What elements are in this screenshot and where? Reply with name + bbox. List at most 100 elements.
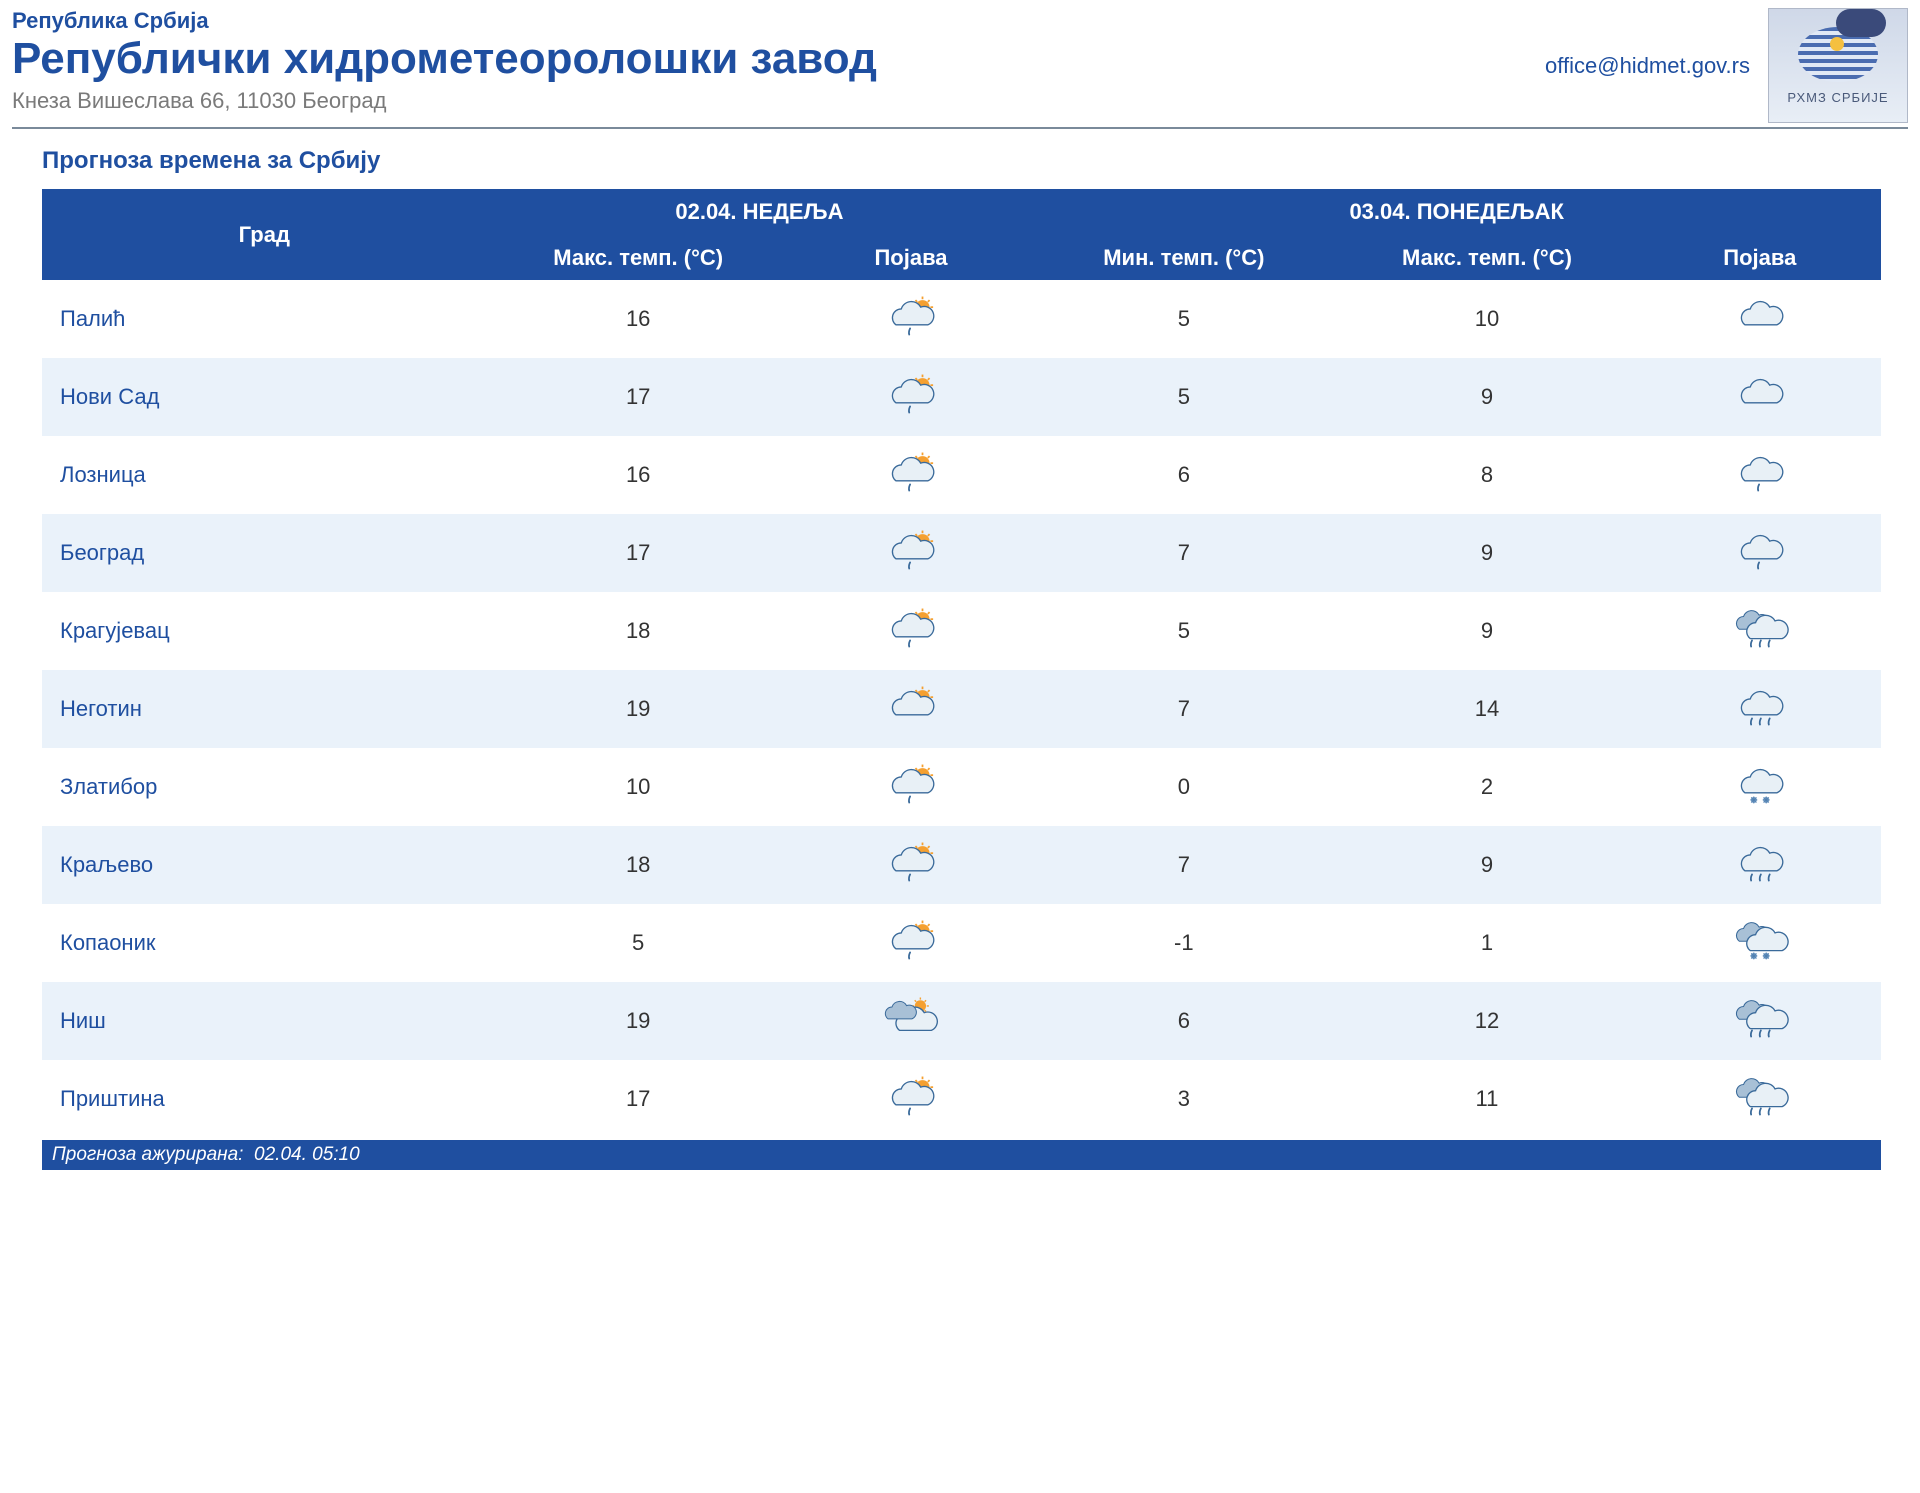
d2-max-cell: 14 — [1335, 670, 1638, 748]
header-title: Републички хидрометеоролошки завод — [12, 36, 1545, 82]
d2-min-cell: 7 — [1032, 670, 1335, 748]
city-link[interactable]: Нови Сад — [42, 358, 487, 436]
col-header-day2: 03.04. ПОНЕДЕЉАК — [1032, 189, 1881, 235]
city-link[interactable]: Лозница — [42, 436, 487, 514]
d1-cond-cell — [790, 670, 1033, 748]
col-header-d2-max: Макс. темп. (°C) — [1335, 235, 1638, 281]
d2-min-cell: 7 — [1032, 514, 1335, 592]
weather-icon — [880, 1021, 942, 1046]
d2-max-cell: 8 — [1335, 436, 1638, 514]
city-link[interactable]: Палић — [42, 280, 487, 358]
col-header-day1: 02.04. НЕДЕЉА — [487, 189, 1033, 235]
section-title: Прогноза времена за Србију — [12, 141, 1908, 189]
update-label: Прогноза ажурирана: — [52, 1144, 243, 1165]
table-row: Приштина17 311 — [42, 1060, 1881, 1138]
col-header-d1-cond: Појава — [790, 235, 1033, 281]
update-timestamp: 02.04. 05:10 — [254, 1144, 360, 1165]
d2-cond-cell — [1639, 436, 1882, 514]
weather-icon — [1729, 319, 1791, 344]
logo-caption: РХМЗ СРБИЈЕ — [1787, 90, 1888, 105]
d1-cond-cell — [790, 358, 1033, 436]
d1-cond-cell — [790, 436, 1033, 514]
table-row: Палић16 510 — [42, 280, 1881, 358]
d1-max-cell: 18 — [487, 826, 790, 904]
header-right: office@hidmet.gov.rs РХМЗ СРБИЈЕ — [1545, 8, 1908, 123]
table-row: Крагујевац1859 — [42, 592, 1881, 670]
city-link[interactable]: Неготин — [42, 670, 487, 748]
table-row: Краљево1879 — [42, 826, 1881, 904]
weather-icon — [880, 1099, 942, 1124]
d2-max-cell: 9 — [1335, 358, 1638, 436]
d1-max-cell: 10 — [487, 748, 790, 826]
d1-cond-cell — [790, 280, 1033, 358]
table-row: Копаоник5-11 — [42, 904, 1881, 982]
d1-cond-cell — [790, 592, 1033, 670]
d1-max-cell: 18 — [487, 592, 790, 670]
d1-max-cell: 19 — [487, 982, 790, 1060]
table-row: Ниш19 612 — [42, 982, 1881, 1060]
d1-max-cell: 17 — [487, 514, 790, 592]
header-email-link[interactable]: office@hidmet.gov.rs — [1545, 53, 1750, 79]
d2-max-cell: 11 — [1335, 1060, 1638, 1138]
weather-icon — [1729, 475, 1791, 500]
city-link[interactable]: Краљево — [42, 826, 487, 904]
d2-cond-cell — [1639, 280, 1882, 358]
d2-max-cell: 2 — [1335, 748, 1638, 826]
d2-cond-cell — [1639, 982, 1882, 1060]
weather-icon — [880, 787, 942, 812]
d2-cond-cell — [1639, 904, 1882, 982]
d1-max-cell: 17 — [487, 358, 790, 436]
d1-cond-cell — [790, 904, 1033, 982]
d2-max-cell: 10 — [1335, 280, 1638, 358]
d1-cond-cell — [790, 1060, 1033, 1138]
table-row: Београд17 79 — [42, 514, 1881, 592]
weather-icon — [880, 397, 942, 422]
header-country: Република Србија — [12, 8, 1545, 34]
col-header-d2-cond: Појава — [1639, 235, 1882, 281]
weather-icon — [880, 943, 942, 968]
d2-min-cell: 3 — [1032, 1060, 1335, 1138]
weather-icon — [1729, 553, 1791, 578]
table-row: Нови Сад17 59 — [42, 358, 1881, 436]
city-link[interactable]: Златибор — [42, 748, 487, 826]
city-link[interactable]: Копаоник — [42, 904, 487, 982]
weather-icon — [1729, 943, 1791, 968]
weather-icon — [1729, 1099, 1791, 1124]
d1-max-cell: 16 — [487, 436, 790, 514]
page-header: Република Србија Републички хидрометеоро… — [12, 8, 1908, 129]
forecast-table-header: Град 02.04. НЕДЕЉА 03.04. ПОНЕДЕЉАК Макс… — [42, 189, 1881, 280]
d2-min-cell: 6 — [1032, 982, 1335, 1060]
d2-min-cell: 5 — [1032, 358, 1335, 436]
weather-icon — [880, 553, 942, 578]
table-row: Неготин19714 — [42, 670, 1881, 748]
d1-max-cell: 5 — [487, 904, 790, 982]
d2-min-cell: 6 — [1032, 436, 1335, 514]
d2-cond-cell — [1639, 748, 1882, 826]
col-header-city: Град — [42, 189, 487, 280]
table-row: Лозница16 68 — [42, 436, 1881, 514]
city-link[interactable]: Београд — [42, 514, 487, 592]
weather-icon — [1729, 397, 1791, 422]
d1-cond-cell — [790, 982, 1033, 1060]
d2-max-cell: 12 — [1335, 982, 1638, 1060]
d2-max-cell: 9 — [1335, 826, 1638, 904]
col-header-d1-max: Макс. темп. (°C) — [487, 235, 790, 281]
forecast-table-body: Палић16510Нови Сад1759Лозница1668Београд… — [42, 280, 1881, 1138]
d2-min-cell: 5 — [1032, 280, 1335, 358]
forecast-table: Град 02.04. НЕДЕЉА 03.04. ПОНЕДЕЉАК Макс… — [42, 189, 1881, 1138]
col-header-d2-min: Мин. темп. (°C) — [1032, 235, 1335, 281]
header-left: Република Србија Републички хидрометеоро… — [12, 8, 1545, 114]
d1-cond-cell — [790, 748, 1033, 826]
city-link[interactable]: Ниш — [42, 982, 487, 1060]
d2-cond-cell — [1639, 592, 1882, 670]
d2-cond-cell — [1639, 1060, 1882, 1138]
d2-max-cell: 9 — [1335, 514, 1638, 592]
d2-max-cell: 9 — [1335, 592, 1638, 670]
city-link[interactable]: Приштина — [42, 1060, 487, 1138]
weather-icon — [1729, 631, 1791, 656]
d2-cond-cell — [1639, 358, 1882, 436]
city-link[interactable]: Крагујевац — [42, 592, 487, 670]
d1-max-cell: 17 — [487, 1060, 790, 1138]
weather-icon — [1729, 865, 1791, 890]
d1-max-cell: 16 — [487, 280, 790, 358]
